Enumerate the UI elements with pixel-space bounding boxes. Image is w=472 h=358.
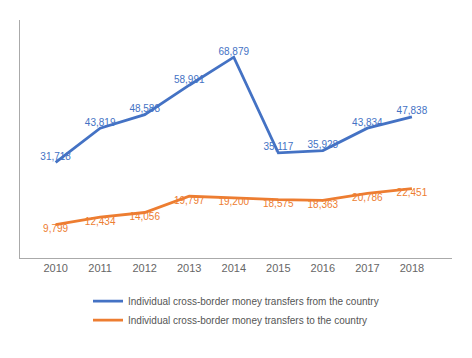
svg-text:19,797: 19,797 xyxy=(174,195,205,206)
svg-text:43,819: 43,819 xyxy=(85,117,116,128)
svg-text:2013: 2013 xyxy=(177,262,201,274)
svg-text:2016: 2016 xyxy=(311,262,335,274)
svg-text:2018: 2018 xyxy=(400,262,424,274)
svg-text:35,928: 35,928 xyxy=(308,139,339,150)
svg-text:2017: 2017 xyxy=(355,262,379,274)
svg-text:Individual cross-border money: Individual cross-border money transfers … xyxy=(128,296,379,307)
svg-text:2010: 2010 xyxy=(43,262,67,274)
svg-text:43,834: 43,834 xyxy=(352,117,383,128)
svg-text:31,718: 31,718 xyxy=(40,151,71,162)
svg-text:68,879: 68,879 xyxy=(218,46,249,57)
svg-text:22,451: 22,451 xyxy=(397,187,428,198)
svg-text:18,575: 18,575 xyxy=(263,198,294,209)
svg-text:14,056: 14,056 xyxy=(129,211,160,222)
svg-text:9,799: 9,799 xyxy=(43,223,68,234)
svg-text:19,200: 19,200 xyxy=(218,196,249,207)
svg-text:2012: 2012 xyxy=(132,262,156,274)
svg-text:47,838: 47,838 xyxy=(397,105,428,116)
svg-text:2014: 2014 xyxy=(222,262,246,274)
svg-text:12,434: 12,434 xyxy=(85,216,116,227)
svg-text:58,991: 58,991 xyxy=(174,74,205,85)
svg-text:18,363: 18,363 xyxy=(308,199,339,210)
svg-text:Individual cross-border money: Individual cross-border money transfers … xyxy=(128,315,367,326)
svg-text:2011: 2011 xyxy=(88,262,112,274)
svg-text:48,588: 48,588 xyxy=(129,103,160,114)
svg-text:2015: 2015 xyxy=(266,262,290,274)
svg-text:20,786: 20,786 xyxy=(352,192,383,203)
svg-text:35,117: 35,117 xyxy=(263,141,293,152)
